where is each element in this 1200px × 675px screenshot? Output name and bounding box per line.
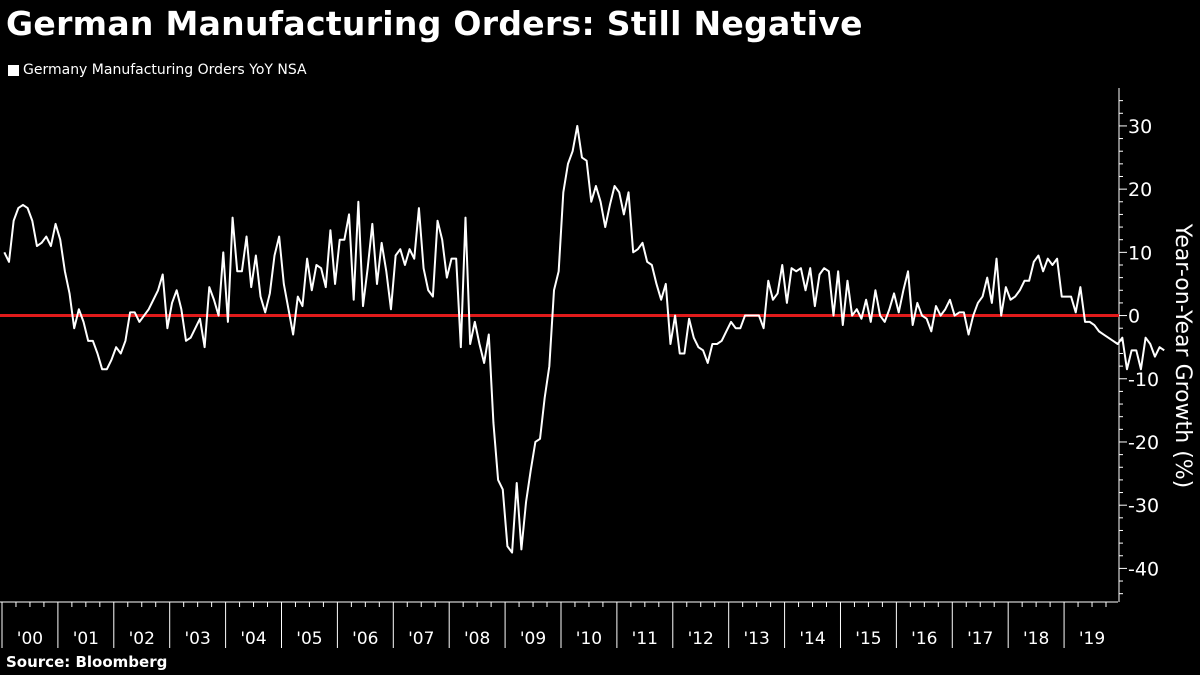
x-tick-label: '04: [240, 629, 266, 649]
x-tick-label: '09: [520, 629, 546, 649]
legend: Germany Manufacturing Orders YoY NSA: [8, 62, 307, 78]
y-tick-label: 0: [1128, 306, 1140, 328]
legend-label: Germany Manufacturing Orders YoY NSA: [23, 62, 307, 78]
y-tick-label: 30: [1128, 116, 1152, 138]
x-axis-ticks: '00 '01 '02 '03 '04 '05 '06 '07 '08 '09 '10 '11 '12 '…: [1, 602, 1107, 649]
source-note: Source: Bloomberg: [6, 653, 168, 671]
x-tick-label: '11: [632, 629, 658, 649]
x-tick-label: '00: [17, 629, 43, 649]
x-tick-label: '08: [464, 629, 490, 649]
chart-title: German Manufacturing Orders: Still Negat…: [6, 4, 863, 43]
y-axis-ticks: 30 20 10 0 -10 -20 -30 -40: [1119, 100, 1159, 595]
y-tick-label: 20: [1128, 179, 1152, 201]
x-tick-label: '17: [967, 629, 993, 649]
x-tick-label: '07: [408, 629, 434, 649]
y-axis-label: Year-on-Year Growth (%): [1170, 223, 1195, 489]
x-tick-label: '10: [576, 629, 602, 649]
x-tick-label: '14: [799, 629, 825, 649]
x-tick-label: '01: [73, 629, 99, 649]
x-tick-label: '16: [911, 629, 937, 649]
series-line: [3, 124, 1165, 554]
x-tick-label: '18: [1023, 629, 1049, 649]
x-tick-label: '13: [743, 629, 769, 649]
y-tick-label: 10: [1128, 242, 1152, 264]
y-tick-label: -10: [1128, 369, 1159, 391]
x-tick-label: '05: [296, 629, 322, 649]
x-tick-label: '19: [1079, 629, 1105, 649]
y-tick-label: -30: [1128, 495, 1159, 517]
y-tick-label: -20: [1128, 432, 1159, 454]
x-tick-label: '06: [352, 629, 378, 649]
x-tick-label: '03: [184, 629, 210, 649]
x-tick-label: '15: [855, 629, 881, 649]
x-tick-label: '12: [688, 629, 714, 649]
legend-swatch: [8, 64, 19, 76]
y-tick-label: -40: [1128, 558, 1159, 580]
x-tick-label: '02: [129, 629, 155, 649]
